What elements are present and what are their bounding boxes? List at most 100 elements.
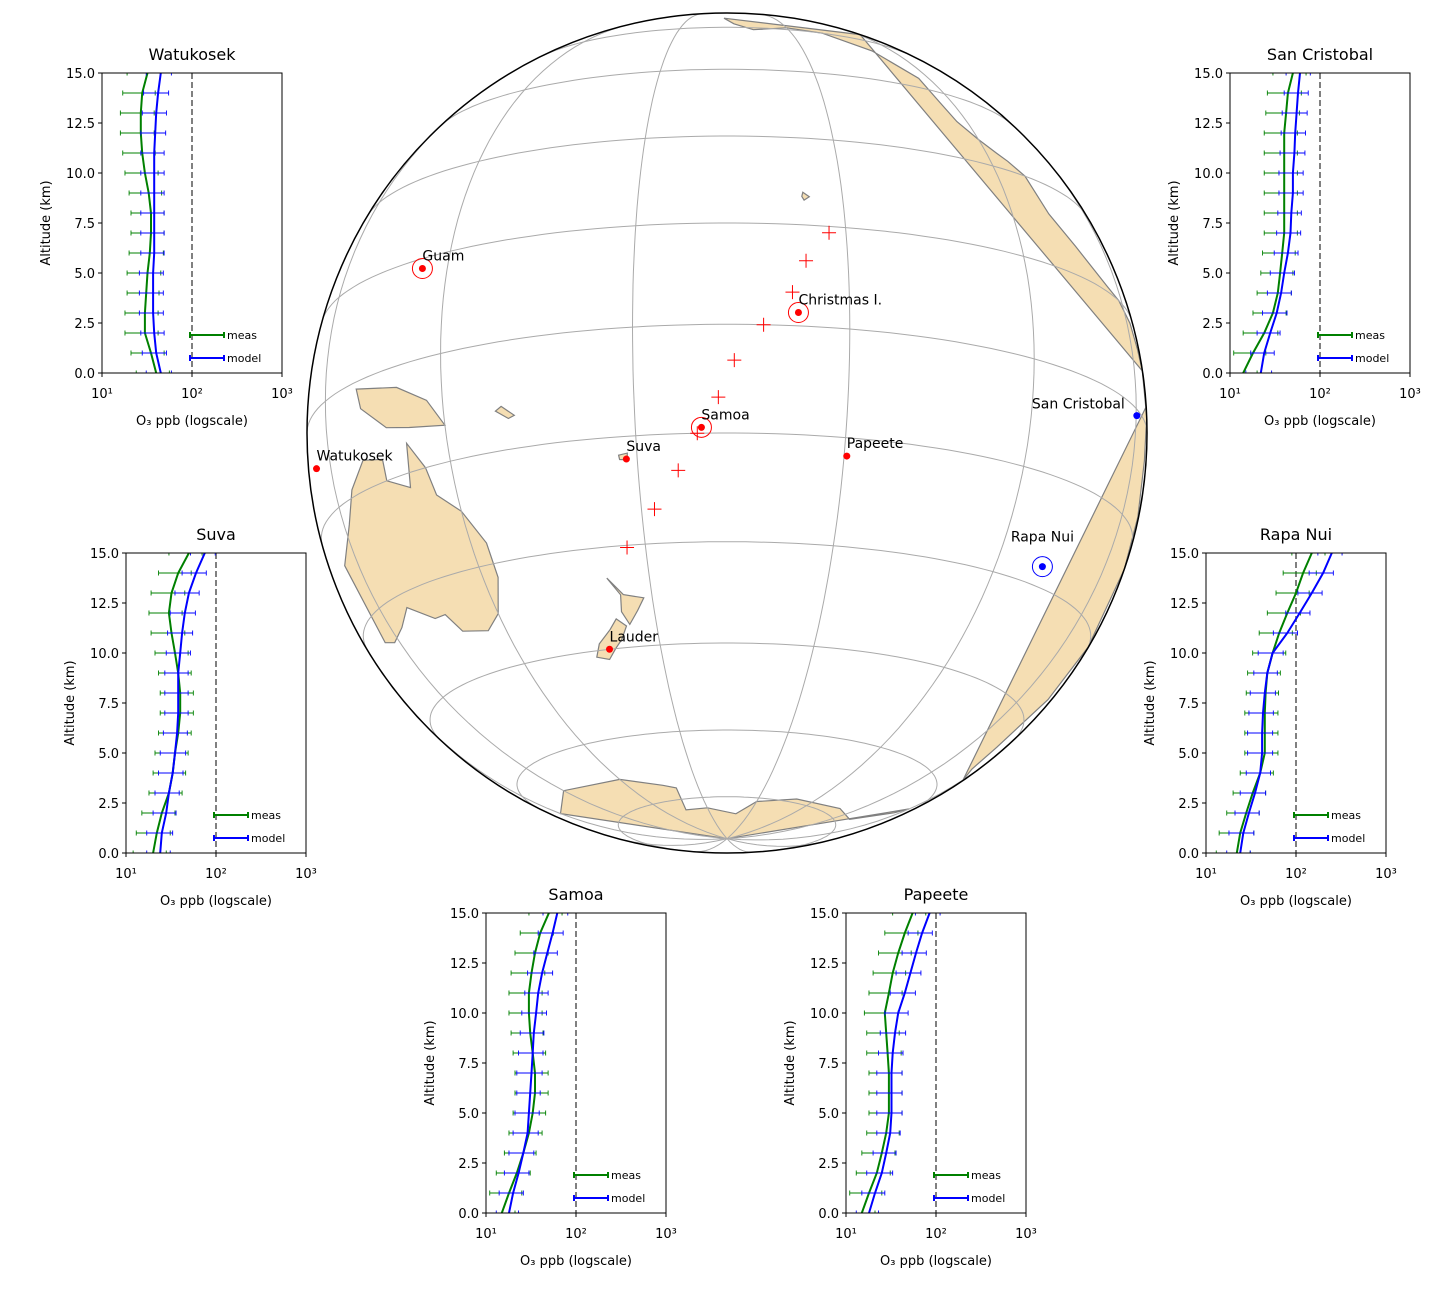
error-bar	[169, 610, 196, 616]
error-bar	[1272, 73, 1307, 76]
x-tick-label: 10³	[295, 867, 317, 882]
legend-swatch	[933, 1172, 969, 1178]
graticule	[324, 118, 728, 840]
station-marker	[1038, 563, 1046, 571]
land	[596, 618, 628, 661]
error-bar	[140, 170, 165, 176]
y-tick-label: 12.5	[450, 957, 479, 972]
error-bar	[140, 330, 165, 336]
error-bar	[1230, 370, 1258, 373]
error-bar	[140, 230, 165, 236]
legend-swatch	[1317, 355, 1353, 361]
cross-marker	[822, 225, 837, 240]
cross-marker	[647, 502, 662, 517]
plot-area	[846, 913, 941, 1213]
y-tick-label: 12.5	[66, 117, 95, 132]
error-bar	[1317, 553, 1343, 556]
station-label: San Cristobal	[1032, 397, 1125, 413]
error-bar	[1245, 370, 1273, 373]
error-bar	[181, 570, 207, 576]
error-bar	[524, 990, 549, 996]
legend-swatch	[189, 332, 225, 338]
error-bar	[889, 990, 916, 996]
y-tick-label: 5.0	[98, 747, 119, 762]
cross-marker	[711, 390, 726, 405]
error-bar	[143, 90, 170, 96]
chart-title: Papeete	[904, 885, 969, 904]
error-bar	[528, 913, 563, 916]
error-bar	[521, 1010, 547, 1016]
cross-marker	[671, 463, 686, 478]
x-tick-label: 10¹	[115, 867, 137, 882]
y-tick-label: 12.5	[90, 597, 119, 612]
legend-swatch	[189, 355, 225, 361]
error-bar	[1234, 810, 1260, 816]
error-bar	[140, 150, 165, 156]
error-bar	[189, 553, 216, 556]
x-tick-label: 10³	[1015, 1227, 1037, 1242]
error-bar	[503, 1170, 530, 1176]
error-bar	[1278, 190, 1304, 196]
station-marker	[622, 455, 630, 463]
error-bar	[1278, 170, 1304, 176]
error-bar	[1239, 790, 1267, 796]
profile-line	[500, 913, 550, 1213]
y-tick-label: 15.0	[66, 67, 95, 82]
legend-swatch	[1293, 812, 1329, 818]
y-tick-label: 10.0	[66, 167, 95, 182]
error-bar	[164, 670, 189, 676]
graticule	[367, 135, 1087, 216]
x-tick-label: 10¹	[475, 1227, 497, 1242]
graticule	[726, 13, 851, 840]
error-bar	[876, 1070, 903, 1076]
chart-title: Samoa	[548, 885, 603, 904]
legend-swatch	[573, 1195, 609, 1201]
error-bar	[1247, 750, 1274, 756]
error-bar	[537, 930, 564, 936]
station-label: Watukosek	[317, 449, 394, 465]
chart-title: San Cristobal	[1267, 45, 1373, 64]
profile-line	[139, 73, 158, 373]
error-bar	[876, 1090, 903, 1096]
axes-frame	[485, 912, 667, 1214]
station-ring	[787, 301, 809, 323]
graticule	[320, 432, 1134, 544]
error-bar	[1228, 830, 1255, 836]
legend-label: model	[611, 1192, 645, 1205]
y-tick-label: 15.0	[1170, 547, 1199, 562]
x-tick-label: 10²	[1285, 867, 1307, 882]
station-marker	[843, 452, 851, 460]
station-label: Guam	[422, 249, 464, 265]
error-bar	[907, 930, 933, 936]
y-axis-label: Altitude (km)	[63, 660, 78, 745]
x-tick-label: 10³	[1399, 387, 1421, 402]
error-bar	[1283, 90, 1309, 96]
y-tick-label: 15.0	[1194, 67, 1223, 82]
error-bar	[495, 1210, 520, 1213]
error-bar	[519, 1030, 545, 1036]
graticule	[307, 323, 1147, 432]
error-bar	[1253, 670, 1278, 676]
station-ring	[690, 416, 712, 438]
x-tick-label: 10¹	[1219, 387, 1241, 402]
profile-line	[868, 913, 931, 1213]
error-bar	[542, 913, 569, 916]
error-bar	[1257, 650, 1284, 656]
y-tick-label: 0.0	[74, 367, 95, 382]
error-bar	[512, 1130, 539, 1136]
error-bar	[138, 310, 164, 316]
y-tick-label: 7.5	[818, 1057, 839, 1072]
station-label: Christmas I.	[798, 292, 882, 308]
y-tick-label: 5.0	[1202, 267, 1223, 282]
error-bar	[861, 1190, 886, 1196]
error-bar	[1269, 270, 1295, 276]
error-bar	[132, 850, 167, 853]
error-bar	[527, 970, 554, 976]
profile-chart: Samoa 10¹ 10² 10³ 0.0 2.5 5.0 7.5 10.0 12.5 15.0 O₃…	[423, 885, 677, 1269]
error-bar	[140, 210, 165, 216]
error-bar	[892, 913, 927, 916]
error-bar	[165, 650, 191, 656]
legend-swatch	[1293, 835, 1329, 841]
